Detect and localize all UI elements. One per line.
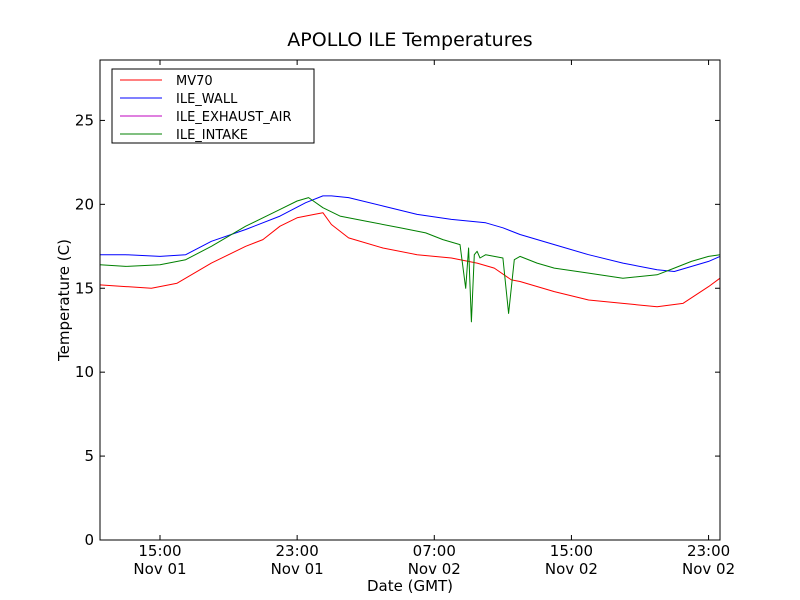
x-tick-label-time: 07:00 bbox=[413, 542, 456, 560]
legend-label: MV70 bbox=[176, 74, 213, 89]
x-tick-label-time: 15:00 bbox=[138, 542, 181, 560]
y-tick-label: 15 bbox=[75, 279, 94, 297]
y-tick-label: 25 bbox=[75, 111, 94, 129]
legend-label: ILE_WALL bbox=[176, 92, 238, 107]
x-tick-label-time: 23:00 bbox=[687, 542, 730, 560]
x-tick-label-date: Nov 01 bbox=[133, 560, 186, 578]
x-tick-label-time: 23:00 bbox=[276, 542, 319, 560]
series-line-ile-wall bbox=[100, 195, 721, 272]
y-axis: 0 5 10 15 20 25 bbox=[75, 111, 720, 549]
series-line-ile-intake bbox=[99, 197, 721, 323]
x-tick-label-date: Nov 01 bbox=[271, 560, 324, 578]
x-tick-label-date: Nov 02 bbox=[408, 560, 461, 578]
y-tick-label: 20 bbox=[75, 195, 94, 213]
chart-title: APOLLO ILE Temperatures bbox=[287, 29, 532, 51]
series-line-mv70 bbox=[99, 212, 721, 308]
plot-frame bbox=[99, 59, 721, 541]
legend-label: ILE_INTAKE bbox=[176, 128, 248, 143]
y-tick-label: 0 bbox=[84, 531, 94, 549]
y-tick-label: 5 bbox=[84, 447, 94, 465]
x-tick-label-date: Nov 02 bbox=[545, 560, 598, 578]
y-axis-label: Temperature (C) bbox=[55, 239, 73, 362]
x-tick-label-time: 15:00 bbox=[550, 542, 593, 560]
y-tick-label: 10 bbox=[75, 363, 94, 381]
x-tick-label-date: Nov 02 bbox=[682, 560, 735, 578]
x-axis-label: Date (GMT) bbox=[367, 577, 453, 595]
legend-label: ILE_EXHAUST_AIR bbox=[176, 110, 292, 125]
legend-box bbox=[111, 68, 315, 144]
legend: MV70 ILE_WALL ILE_EXHAUST_AIR ILE_INTAKE bbox=[111, 68, 315, 144]
plot-area bbox=[99, 195, 721, 323]
